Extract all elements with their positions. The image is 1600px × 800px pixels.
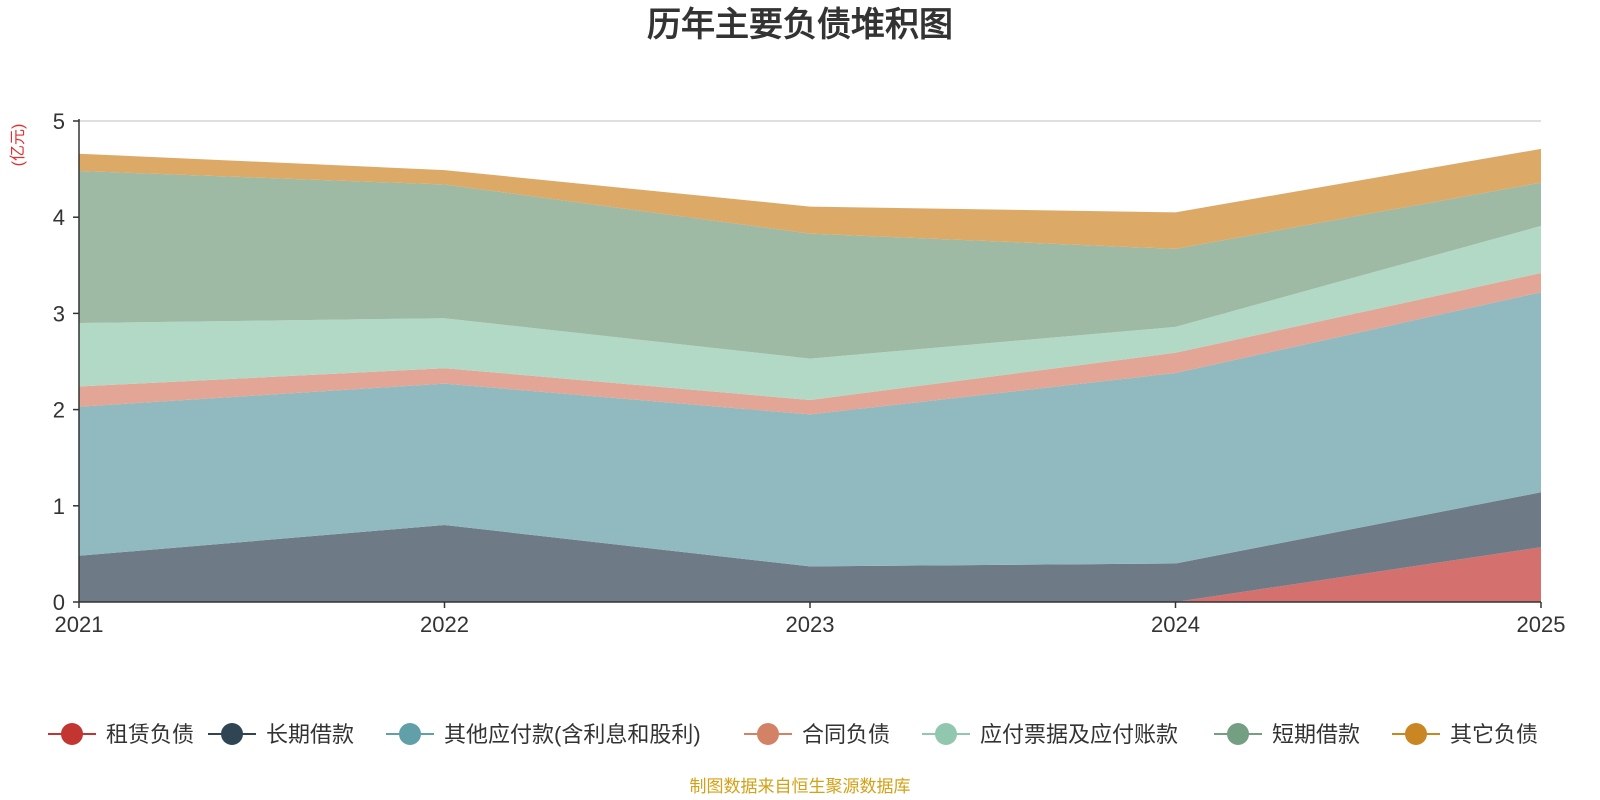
axes: 0 1 2 3 4 5 2021 2022 2023 2024 2025 [53, 109, 1566, 637]
legend-item-6[interactable]: 短期借款 [1214, 722, 1360, 747]
y-tick-label: 3 [53, 301, 65, 326]
x-tick-label: 2023 [786, 612, 835, 637]
legend-marker [1227, 723, 1249, 745]
legend-label: 租赁负债 [106, 722, 194, 747]
area-series-2 [79, 492, 1541, 602]
legend-marker [221, 723, 243, 745]
x-tick-label: 2024 [1151, 612, 1200, 637]
data-source-note: 制图数据来自恒生聚源数据库 [690, 777, 911, 796]
legend-label: 合同负债 [802, 722, 890, 747]
legend-marker [935, 723, 957, 745]
area-series-4 [79, 273, 1541, 415]
y-axis-unit: (亿元) [9, 124, 27, 167]
legend-marker [61, 723, 83, 745]
y-tick-label: 5 [53, 109, 65, 134]
legend[interactable]: 租赁负债 长期借款 其他应付款(含利息和股利) 合同负债 应付票据及应付账款 短期借款 其它… [48, 722, 1538, 747]
legend-marker [1405, 723, 1427, 745]
legend-item-5[interactable]: 应付票据及应付账款 [922, 722, 1178, 747]
y-tick-label: 2 [53, 398, 65, 423]
y-tick-label: 4 [53, 205, 65, 230]
area-series-7 [79, 148, 1541, 249]
area-series-1 [79, 547, 1541, 602]
x-tick-label: 2025 [1517, 612, 1566, 637]
chart-title: 历年主要负债堆积图 [647, 6, 953, 44]
legend-label: 短期借款 [1272, 722, 1360, 747]
legend-marker [399, 723, 421, 745]
area-series-3 [79, 292, 1541, 567]
legend-item-3[interactable]: 其他应付款(含利息和股利) [386, 722, 701, 747]
legend-label: 应付票据及应付账款 [980, 722, 1178, 747]
y-tick-label: 0 [53, 590, 65, 615]
legend-marker [757, 723, 779, 745]
legend-item-4[interactable]: 合同负债 [744, 722, 890, 747]
area-series-6 [79, 171, 1541, 359]
x-tick-label: 2022 [420, 612, 469, 637]
y-tick-label: 1 [53, 494, 65, 519]
legend-item-7[interactable]: 其它负债 [1392, 722, 1538, 747]
legend-item-2[interactable]: 长期借款 [208, 722, 354, 747]
legend-label: 其他应付款(含利息和股利) [444, 722, 701, 747]
legend-label: 长期借款 [266, 722, 354, 747]
legend-label: 其它负债 [1450, 722, 1538, 747]
legend-item-1[interactable]: 租赁负债 [48, 722, 194, 747]
x-tick-label: 2021 [55, 612, 104, 637]
area-series-5 [79, 225, 1541, 400]
area-series [79, 148, 1541, 602]
